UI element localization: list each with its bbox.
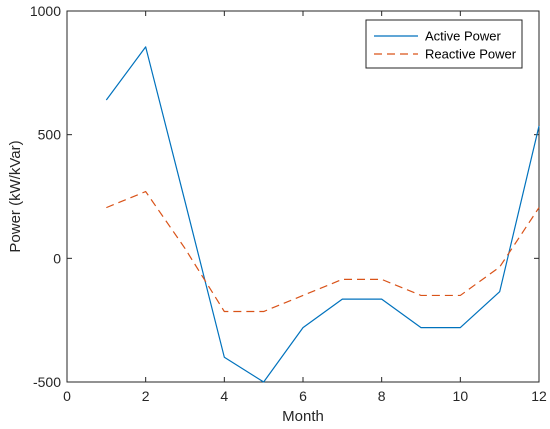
x-axis-label: Month <box>282 408 324 425</box>
x-axis-ticks: 0 2 4 6 8 10 12 <box>63 11 547 404</box>
x-tick-label: 8 <box>378 388 386 404</box>
plot-area <box>66 10 540 383</box>
x-tick-label: 12 <box>531 388 547 404</box>
x-tick-label: 10 <box>453 388 469 404</box>
x-tick-label: 4 <box>220 388 228 404</box>
y-tick-label: 0 <box>53 250 61 266</box>
series-line-reactive-power <box>106 190 540 313</box>
series-line-active-power <box>105 46 540 383</box>
legend-box <box>365 19 523 69</box>
y-tick-label: 500 <box>38 127 62 143</box>
x-tick-label: 6 <box>299 388 307 404</box>
x-tick-label: 2 <box>142 388 150 404</box>
x-tick-label: 0 <box>63 388 71 404</box>
series-lines <box>105 46 540 383</box>
legend: Active Power Reactive Power <box>365 19 523 69</box>
y-axis-ticks: -500 0 500 1000 <box>30 3 539 390</box>
legend-label-active-power: Active Power <box>425 29 502 44</box>
legend-label-reactive-power: Reactive Power <box>425 47 517 62</box>
y-axis-label: Power (kW/kVar) <box>7 140 24 252</box>
y-tick-label: -500 <box>33 374 61 390</box>
y-tick-label: 1000 <box>30 3 61 19</box>
